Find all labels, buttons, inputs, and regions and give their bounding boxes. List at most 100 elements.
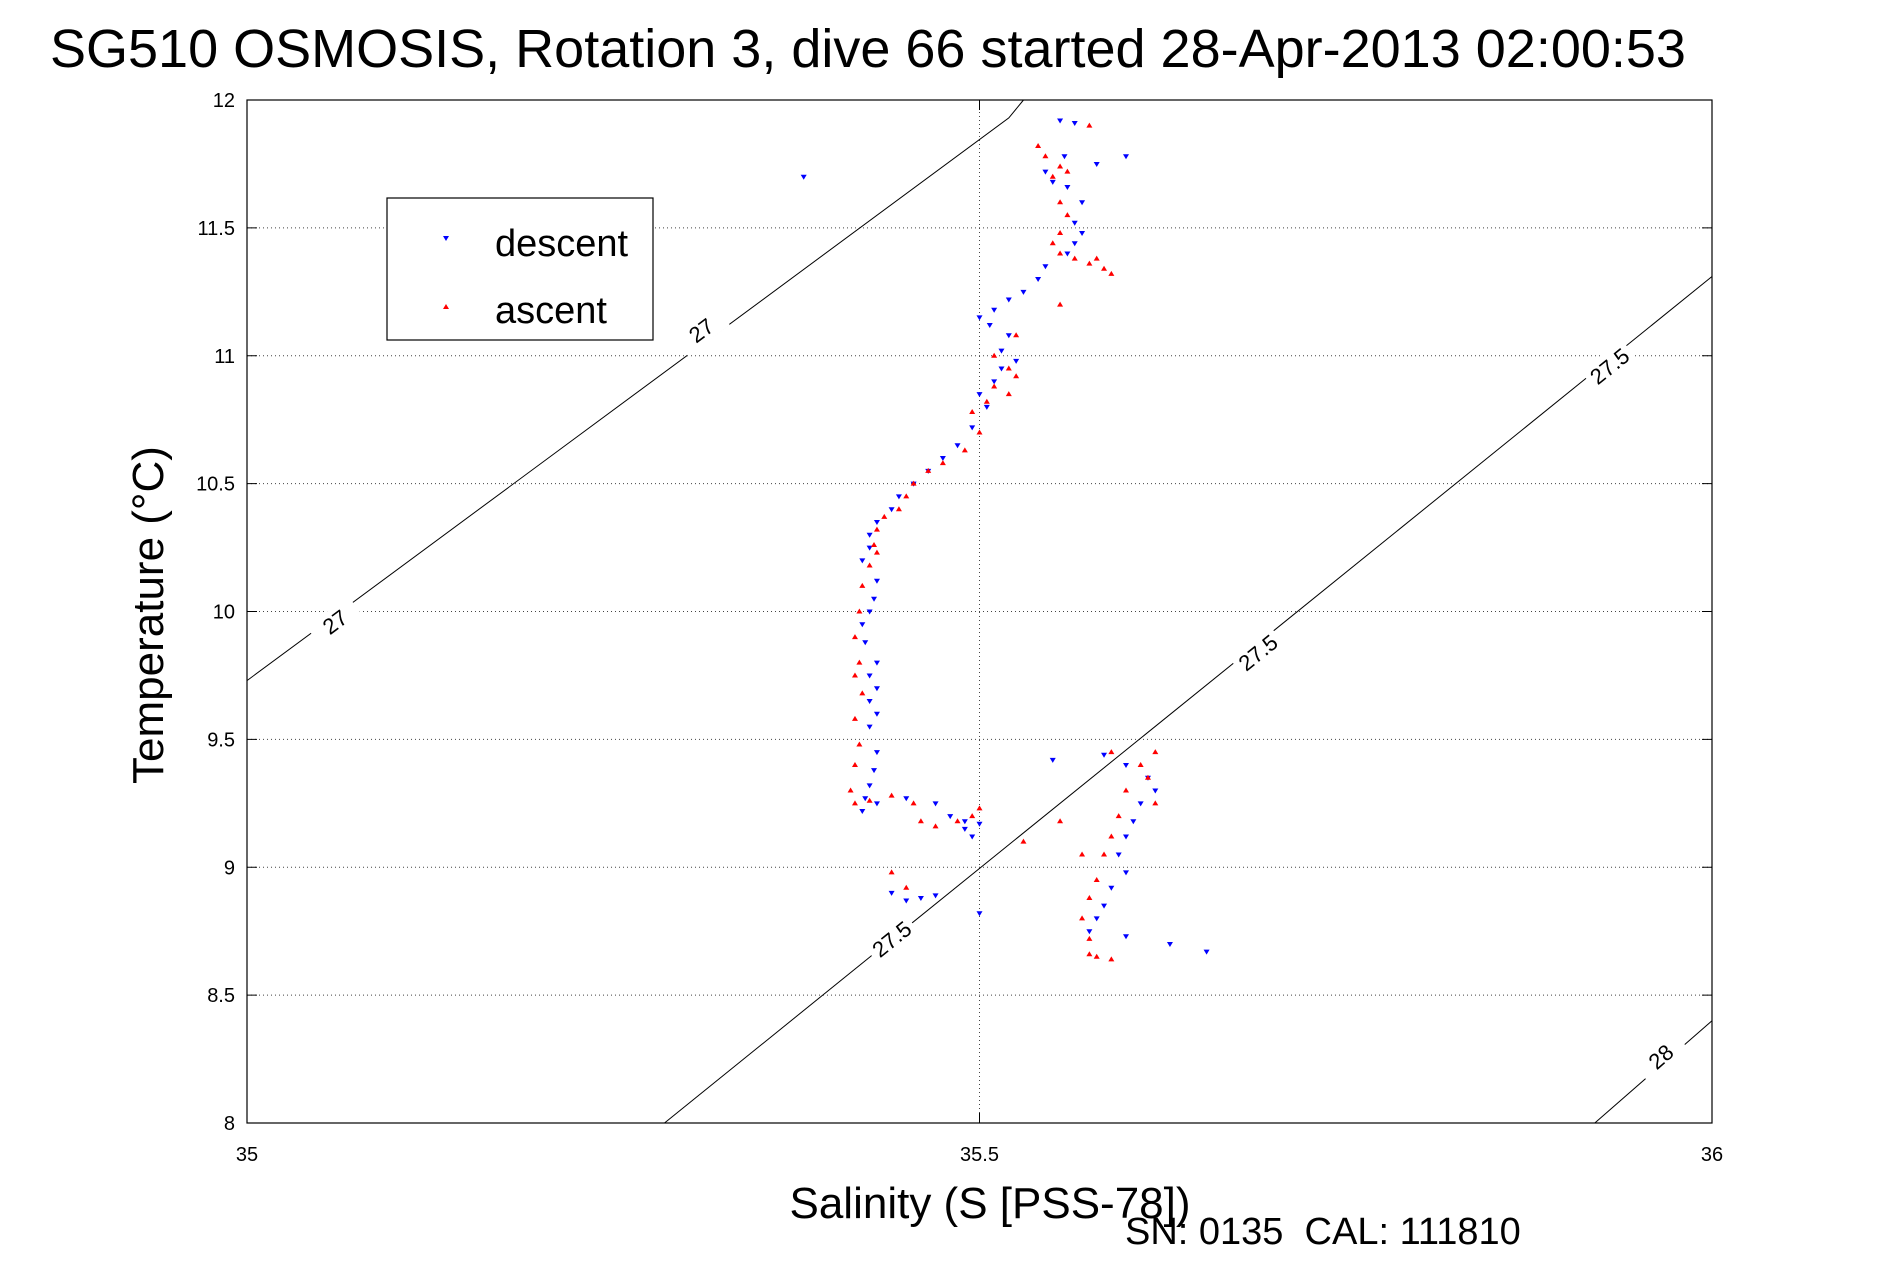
ascent-point — [910, 800, 917, 806]
ascent-point — [1042, 153, 1049, 159]
descent-point — [932, 801, 939, 807]
descent-point — [961, 826, 968, 832]
ascent-point — [1093, 953, 1100, 959]
contour-label-bg — [1229, 625, 1287, 679]
descent-point — [1123, 154, 1129, 160]
y-tick-label: 8.5 — [207, 985, 235, 1007]
ascent-point — [1013, 373, 1020, 379]
descent-point — [873, 660, 880, 666]
descent-point — [895, 494, 902, 500]
footer-serial-cal: SN: 0135 CAL: 111810 — [1125, 1211, 1521, 1253]
ascent-point — [976, 805, 983, 811]
ascent-point — [1057, 199, 1064, 205]
ascent-point — [1086, 260, 1093, 266]
ascent-point — [969, 813, 976, 819]
series-ascent — [847, 122, 1159, 962]
ascent-point — [1005, 365, 1012, 371]
ascent-point — [1005, 391, 1012, 397]
descent-point — [976, 911, 983, 917]
ascent-point — [991, 352, 998, 358]
ascent-point — [881, 513, 888, 519]
descent-point — [1137, 801, 1144, 807]
descent-point — [1115, 852, 1122, 858]
legend-box — [386, 197, 654, 341]
ascent-point — [917, 818, 924, 824]
descent-point — [866, 783, 873, 789]
ascent-point — [859, 582, 866, 588]
ascent-point — [1093, 877, 1100, 883]
contour-label-bg — [672, 304, 730, 357]
ascent-point — [1137, 761, 1144, 767]
ascent-point — [1035, 143, 1042, 149]
ascent-point — [1057, 301, 1064, 307]
ascent-point — [871, 542, 878, 548]
descent-point — [932, 893, 939, 899]
descent-point — [1123, 870, 1129, 876]
descent-point — [1152, 788, 1159, 794]
x-tick-label: 35 — [236, 1144, 258, 1166]
descent-point — [1057, 118, 1064, 124]
ascent-point — [1115, 813, 1122, 819]
ascent-point — [954, 818, 961, 824]
descent-point — [862, 796, 869, 802]
descent-point — [939, 456, 946, 462]
descent-point — [1049, 757, 1056, 763]
y-ticks: 8 8.5 9 9.5 10 10.5 11 11.5 12 — [196, 90, 1712, 1135]
ascent-point — [932, 823, 939, 829]
y-axis-label: Temperature (°C) — [124, 446, 173, 784]
grid — [247, 100, 1712, 1123]
descent-point — [1064, 184, 1071, 190]
descent-point — [1064, 251, 1071, 257]
descent-point — [991, 307, 998, 313]
ascent-point — [1101, 851, 1108, 857]
descent-point — [1086, 929, 1093, 935]
ascent-point — [961, 447, 968, 453]
ascent-point — [1152, 800, 1159, 806]
ascent-point — [969, 409, 976, 415]
descent-point — [1123, 934, 1129, 940]
descent-point — [871, 768, 878, 774]
ascent-point — [939, 460, 946, 466]
descent-point — [1101, 903, 1108, 909]
legend-marker-ascent — [443, 304, 449, 309]
ascent-point — [1093, 255, 1100, 261]
ascent-point — [1079, 851, 1086, 857]
ascent-point — [851, 634, 858, 640]
ascent-point — [856, 608, 863, 614]
ascent-point — [1144, 774, 1151, 780]
ascent-point — [873, 549, 880, 555]
y-tick-label: 9 — [224, 857, 235, 879]
ascent-point — [925, 467, 932, 473]
descent-point — [866, 673, 873, 679]
series — [800, 118, 1210, 962]
series-descent — [800, 118, 1210, 955]
descent-point — [873, 801, 880, 807]
y-tick-label: 9.5 — [207, 729, 235, 751]
descent-point — [903, 796, 910, 802]
descent-point — [1005, 297, 1012, 303]
descent-point — [969, 834, 976, 840]
ascent-point — [1057, 818, 1064, 824]
ascent-point — [1086, 122, 1093, 128]
descent-point — [866, 532, 873, 538]
descent-point — [1071, 220, 1078, 226]
ascent-point — [873, 526, 880, 532]
descent-point — [888, 890, 895, 896]
ascent-point — [856, 741, 863, 747]
ascent-point — [910, 480, 917, 486]
x-tick-label: 36 — [1701, 1144, 1723, 1166]
descent-point — [1130, 819, 1137, 825]
descent-point — [859, 808, 866, 814]
y-tick-label: 10.5 — [196, 474, 235, 496]
ascent-point — [1108, 833, 1115, 839]
descent-point — [888, 507, 895, 513]
descent-point — [1203, 949, 1210, 955]
ascent-point — [1049, 240, 1056, 246]
legend-label-descent: descent — [495, 223, 629, 265]
descent-point — [1049, 179, 1056, 185]
descent-point — [859, 558, 866, 564]
descent-point — [866, 724, 873, 730]
y-tick-label: 10 — [213, 602, 235, 624]
descent-point — [1071, 121, 1078, 127]
